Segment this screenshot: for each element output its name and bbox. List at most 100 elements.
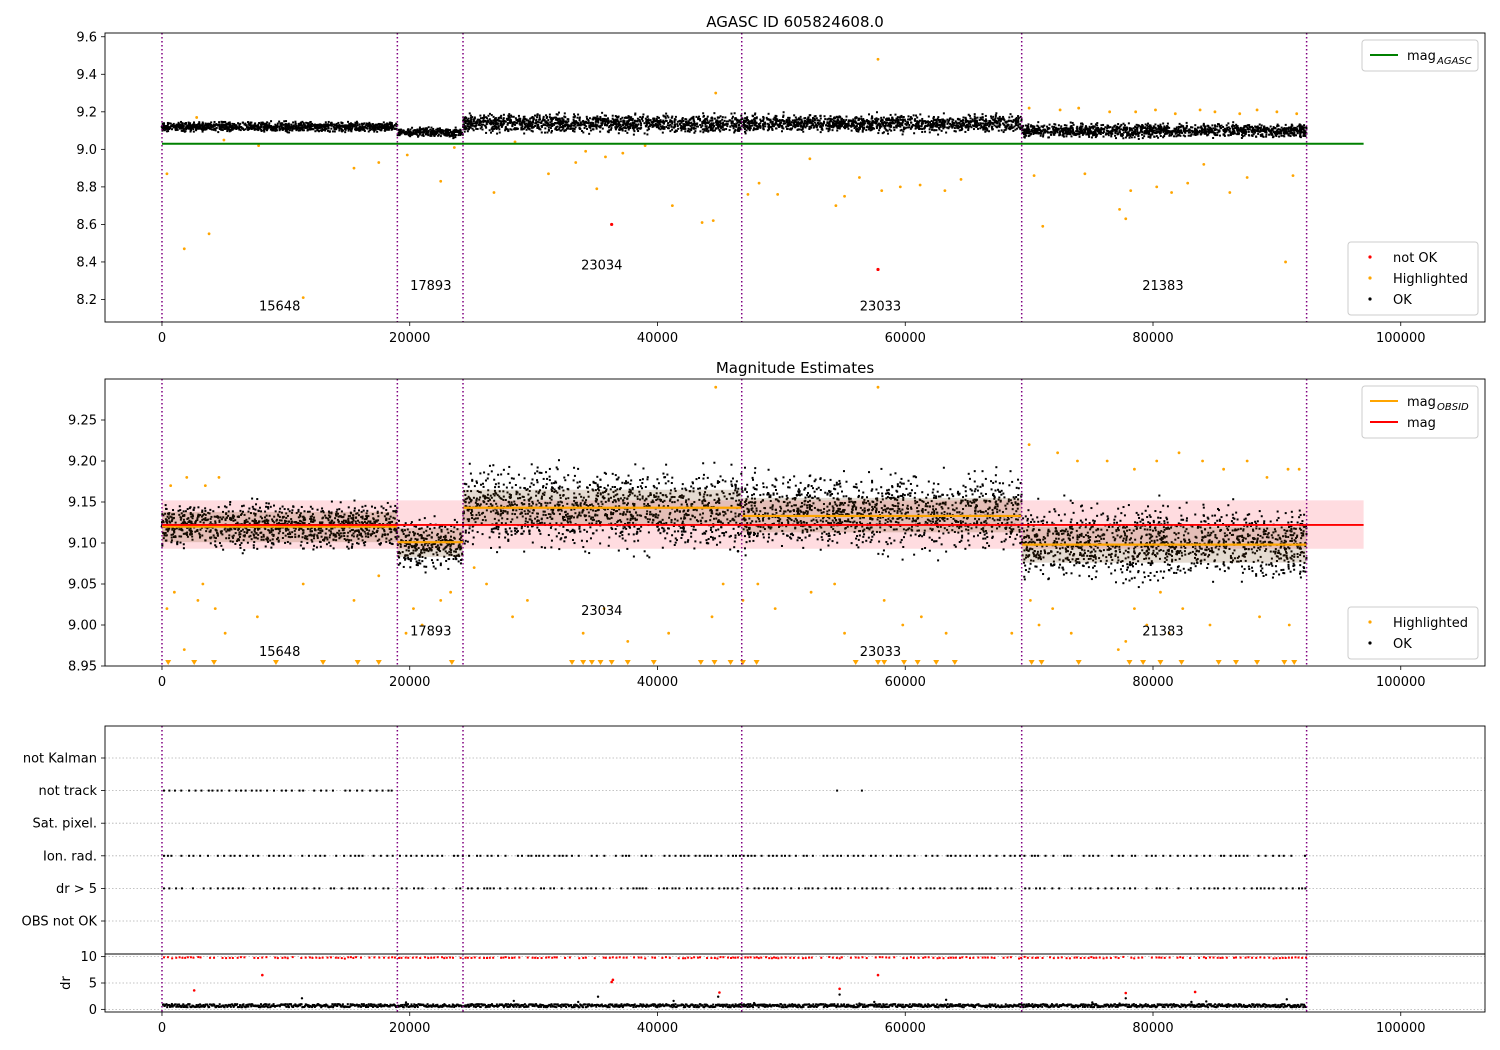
ok-point (167, 126, 170, 129)
ok-point (488, 112, 491, 115)
ok-point (1004, 128, 1007, 131)
ok-point (1004, 121, 1007, 124)
ok-point (260, 121, 263, 124)
ok-point (263, 122, 266, 125)
ok-point (1146, 124, 1149, 127)
ok-point (492, 123, 495, 126)
ok-point (1155, 130, 1158, 133)
ok-point (603, 114, 606, 117)
ok-point (1056, 131, 1059, 134)
ok-point (333, 130, 336, 133)
ok-point (1004, 126, 1007, 129)
ok-point (730, 112, 733, 115)
ok-point (1298, 124, 1301, 127)
ok-point (437, 133, 440, 136)
ok-point (767, 112, 770, 115)
ok-point (612, 118, 615, 121)
ok-point (928, 124, 931, 127)
ok-point (904, 122, 907, 125)
ok-point (265, 129, 268, 132)
ok-point (629, 122, 632, 125)
ok-point (376, 130, 379, 133)
ok-point (1111, 130, 1114, 133)
ok-point (938, 120, 941, 123)
ok-point (657, 116, 660, 119)
ok-point (1262, 130, 1265, 133)
ok-point (479, 114, 482, 117)
ok-point (240, 126, 243, 129)
ok-point (645, 118, 648, 121)
ok-point (1155, 135, 1158, 138)
ok-point (940, 129, 943, 132)
ok-point (995, 126, 998, 129)
ok-point (425, 127, 428, 130)
ok-point (288, 131, 291, 134)
ok-point (1289, 135, 1292, 138)
ok-point (636, 119, 639, 122)
ok-point (968, 122, 971, 125)
ok-point (738, 123, 741, 126)
ok-point (852, 118, 855, 121)
ok-point (535, 121, 538, 124)
ok-point (247, 122, 250, 125)
ok-point (806, 123, 809, 126)
ok-point (319, 126, 322, 129)
ok-point (1027, 125, 1030, 128)
ok-point (822, 120, 825, 123)
ok-point (454, 126, 457, 129)
ok-point (471, 116, 474, 119)
ok-point (1247, 130, 1250, 133)
ok-point (231, 128, 234, 131)
ok-point (723, 128, 726, 131)
ok-point (334, 124, 337, 127)
ok-point (946, 122, 949, 125)
ok-point (286, 124, 289, 127)
ok-point (1259, 134, 1262, 137)
ok-point (1061, 134, 1064, 137)
ok-point (1169, 131, 1172, 134)
ok-point (897, 119, 900, 122)
ok-point (577, 123, 580, 126)
ok-point (527, 122, 530, 125)
ok-point (1146, 131, 1149, 134)
ok-point (1257, 132, 1260, 135)
ok-point (307, 123, 310, 126)
ok-point (355, 120, 358, 123)
ok-point (964, 121, 967, 124)
ok-point (965, 126, 968, 129)
ok-point (432, 131, 435, 134)
ok-point (678, 119, 681, 122)
ok-point (1111, 132, 1114, 135)
ok-point (1144, 123, 1147, 126)
ok-point (655, 119, 658, 122)
ok-point (705, 129, 708, 132)
ok-point (909, 118, 912, 121)
ok-point (454, 136, 457, 139)
ok-point (865, 120, 868, 123)
ok-point (992, 122, 995, 125)
ok-point (1185, 129, 1188, 132)
ok-point (358, 126, 361, 129)
ok-point (290, 123, 293, 126)
ok-point (999, 120, 1002, 123)
ok-point (577, 122, 580, 125)
ok-point (634, 112, 637, 115)
ok-point (690, 126, 693, 129)
ok-point (585, 115, 588, 118)
ok-point (1078, 135, 1081, 138)
ok-point (878, 129, 881, 132)
ok-point (461, 131, 464, 134)
ok-point (543, 123, 546, 126)
ok-point (630, 124, 633, 127)
ok-point (314, 126, 317, 129)
ok-point (1026, 128, 1029, 131)
ok-point (746, 126, 749, 129)
ok-point (365, 126, 368, 129)
ok-point (292, 121, 295, 124)
ok-point (1174, 128, 1177, 131)
ok-point (921, 122, 924, 125)
ok-point (705, 117, 708, 120)
ok-point (301, 120, 304, 123)
ok-point (646, 129, 649, 132)
ok-point (419, 129, 422, 132)
